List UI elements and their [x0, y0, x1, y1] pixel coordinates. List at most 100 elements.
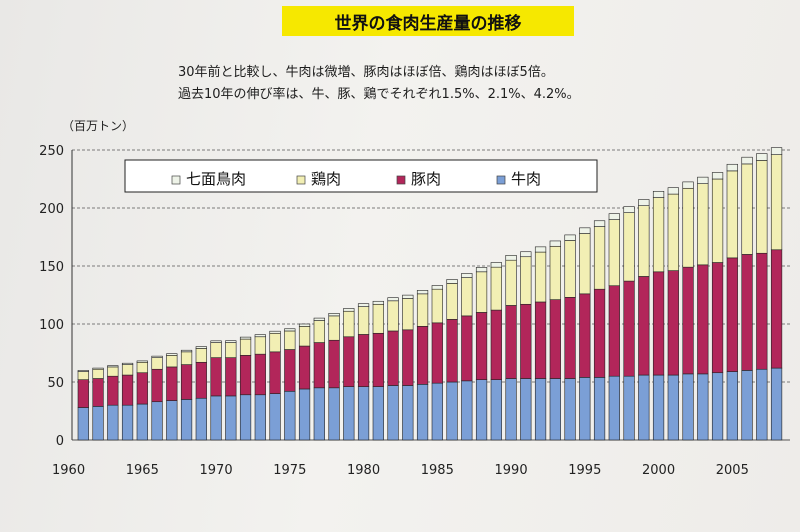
- bar-chicken-1972: [239, 338, 252, 356]
- bar-turkey-2002: [682, 181, 694, 189]
- bar-beef-1962: [92, 406, 104, 441]
- bar-turkey-1993: [549, 240, 561, 247]
- bar-chicken-2005: [726, 170, 738, 259]
- bar-chicken-1967: [166, 355, 178, 368]
- bar-beef-2006: [741, 370, 753, 441]
- x-tick-label: 1970: [200, 463, 233, 478]
- bar-pork-1962: [92, 378, 104, 407]
- bar-chicken-1980: [357, 306, 370, 335]
- legend: 七面鳥肉 鶏肉 豚肉 牛肉: [124, 159, 598, 193]
- bar-beef-1992: [534, 378, 547, 441]
- bar-chicken-1993: [549, 245, 561, 300]
- bar-turkey-1995: [579, 227, 591, 234]
- bar-turkey-1998: [623, 206, 635, 213]
- y-unit-label: （百万トン）: [62, 119, 134, 133]
- bar-chicken-1990: [505, 259, 517, 306]
- bar-beef-1984: [416, 384, 429, 441]
- bar-pork-1980: [357, 334, 370, 387]
- bar-turkey-1967: [166, 353, 178, 356]
- bar-chicken-1979: [343, 310, 355, 338]
- bar-beef-1990: [505, 378, 517, 441]
- bar-chicken-1966: [151, 357, 163, 370]
- bar-turkey-1985: [431, 285, 443, 290]
- bar-turkey-1988: [475, 267, 488, 273]
- x-tick-label: 2000: [642, 463, 675, 478]
- bar-pork-1975: [284, 349, 296, 392]
- bar-pork-1993: [549, 299, 561, 379]
- bar-chicken-1977: [313, 320, 325, 343]
- bar-chicken-2008: [770, 154, 783, 251]
- chart-subtitle: 30年前と比較し、牛肉は微増、豚肉はほぼ倍、鶏肉はほぼ5倍。 過去10年の伸び率…: [178, 62, 648, 106]
- bar-chicken-1978: [328, 315, 340, 341]
- bar-turkey-2008: [770, 147, 783, 155]
- bar-turkey-1989: [490, 262, 502, 268]
- bar-beef-1971: [225, 395, 237, 441]
- bar-turkey-1965: [136, 360, 148, 363]
- y-tick-label: 100: [39, 318, 64, 333]
- bar-pork-1964: [121, 374, 134, 406]
- bar-beef-1999: [638, 374, 650, 441]
- bar-pork-1983: [402, 329, 414, 386]
- bar-chicken-1981: [372, 303, 384, 334]
- bar-pork-1987: [461, 315, 473, 382]
- bar-turkey-1969: [195, 346, 207, 349]
- legend-swatch-turkey: [171, 175, 181, 185]
- x-tick-label: 1985: [421, 463, 454, 478]
- bar-turkey-1968: [180, 349, 193, 353]
- bar-pork-1992: [534, 301, 547, 379]
- bar-pork-1995: [579, 293, 591, 378]
- bar-beef-2004: [711, 372, 724, 441]
- bar-pork-1972: [239, 355, 252, 396]
- bar-turkey-2006: [741, 156, 753, 165]
- bar-pork-1971: [225, 357, 237, 397]
- bar-chicken-2002: [682, 187, 694, 268]
- bar-beef-2005: [726, 371, 738, 441]
- bar-beef-1965: [136, 403, 148, 441]
- bar-turkey-1991: [520, 251, 532, 258]
- legend-label-pork: 豚肉: [411, 170, 441, 188]
- bar-turkey-1963: [107, 365, 119, 368]
- x-tick-label: 1960: [52, 463, 85, 478]
- y-tick-label: 50: [47, 376, 64, 391]
- bar-pork-1999: [638, 276, 650, 376]
- subtitle-line-1: 30年前と比較し、牛肉は微増、豚肉はほぼ倍、鶏肉はほぼ5倍。: [178, 65, 554, 80]
- bar-chicken-2003: [697, 183, 709, 266]
- bar-chicken-2001: [667, 193, 679, 271]
- bar-turkey-1997: [608, 213, 620, 220]
- x-tick-label: 1990: [495, 463, 528, 478]
- bar-chicken-1996: [593, 226, 606, 290]
- bar-beef-1989: [490, 379, 502, 441]
- bar-beef-1966: [151, 401, 163, 441]
- bar-turkey-2007: [756, 153, 768, 161]
- bar-beef-1980: [357, 386, 370, 441]
- bar-pork-1968: [180, 364, 193, 400]
- legend-swatch-pork: [396, 175, 406, 185]
- bar-turkey-2000: [652, 190, 665, 198]
- bar-pork-1985: [431, 322, 443, 384]
- bar-pork-1982: [387, 330, 399, 386]
- bar-beef-1991: [520, 378, 532, 441]
- bar-beef-1981: [372, 386, 384, 441]
- bar-chicken-2006: [741, 163, 753, 255]
- bar-beef-1996: [593, 377, 606, 441]
- y-tick-label: 200: [39, 202, 64, 217]
- legend-label-beef: 牛肉: [511, 170, 541, 188]
- bar-pork-1974: [269, 351, 281, 394]
- bar-turkey-1996: [593, 220, 606, 227]
- bar-turkey-1962: [92, 367, 104, 370]
- bar-pork-2004: [711, 262, 724, 374]
- y-tick-label: 150: [39, 260, 64, 275]
- bar-chicken-2000: [652, 197, 665, 273]
- bar-turkey-1973: [254, 334, 266, 338]
- bar-turkey-1964: [121, 362, 134, 365]
- bar-chicken-1971: [225, 342, 237, 358]
- bar-beef-2002: [682, 373, 694, 441]
- bar-pork-1996: [593, 288, 606, 378]
- bar-beef-1972: [239, 394, 252, 441]
- bar-chicken-1961: [77, 371, 89, 380]
- bar-turkey-1970: [210, 340, 222, 343]
- bar-beef-1968: [180, 399, 193, 441]
- bar-turkey-1983: [402, 294, 414, 299]
- y-tick-label: 0: [56, 434, 64, 449]
- bar-beef-1963: [107, 404, 119, 441]
